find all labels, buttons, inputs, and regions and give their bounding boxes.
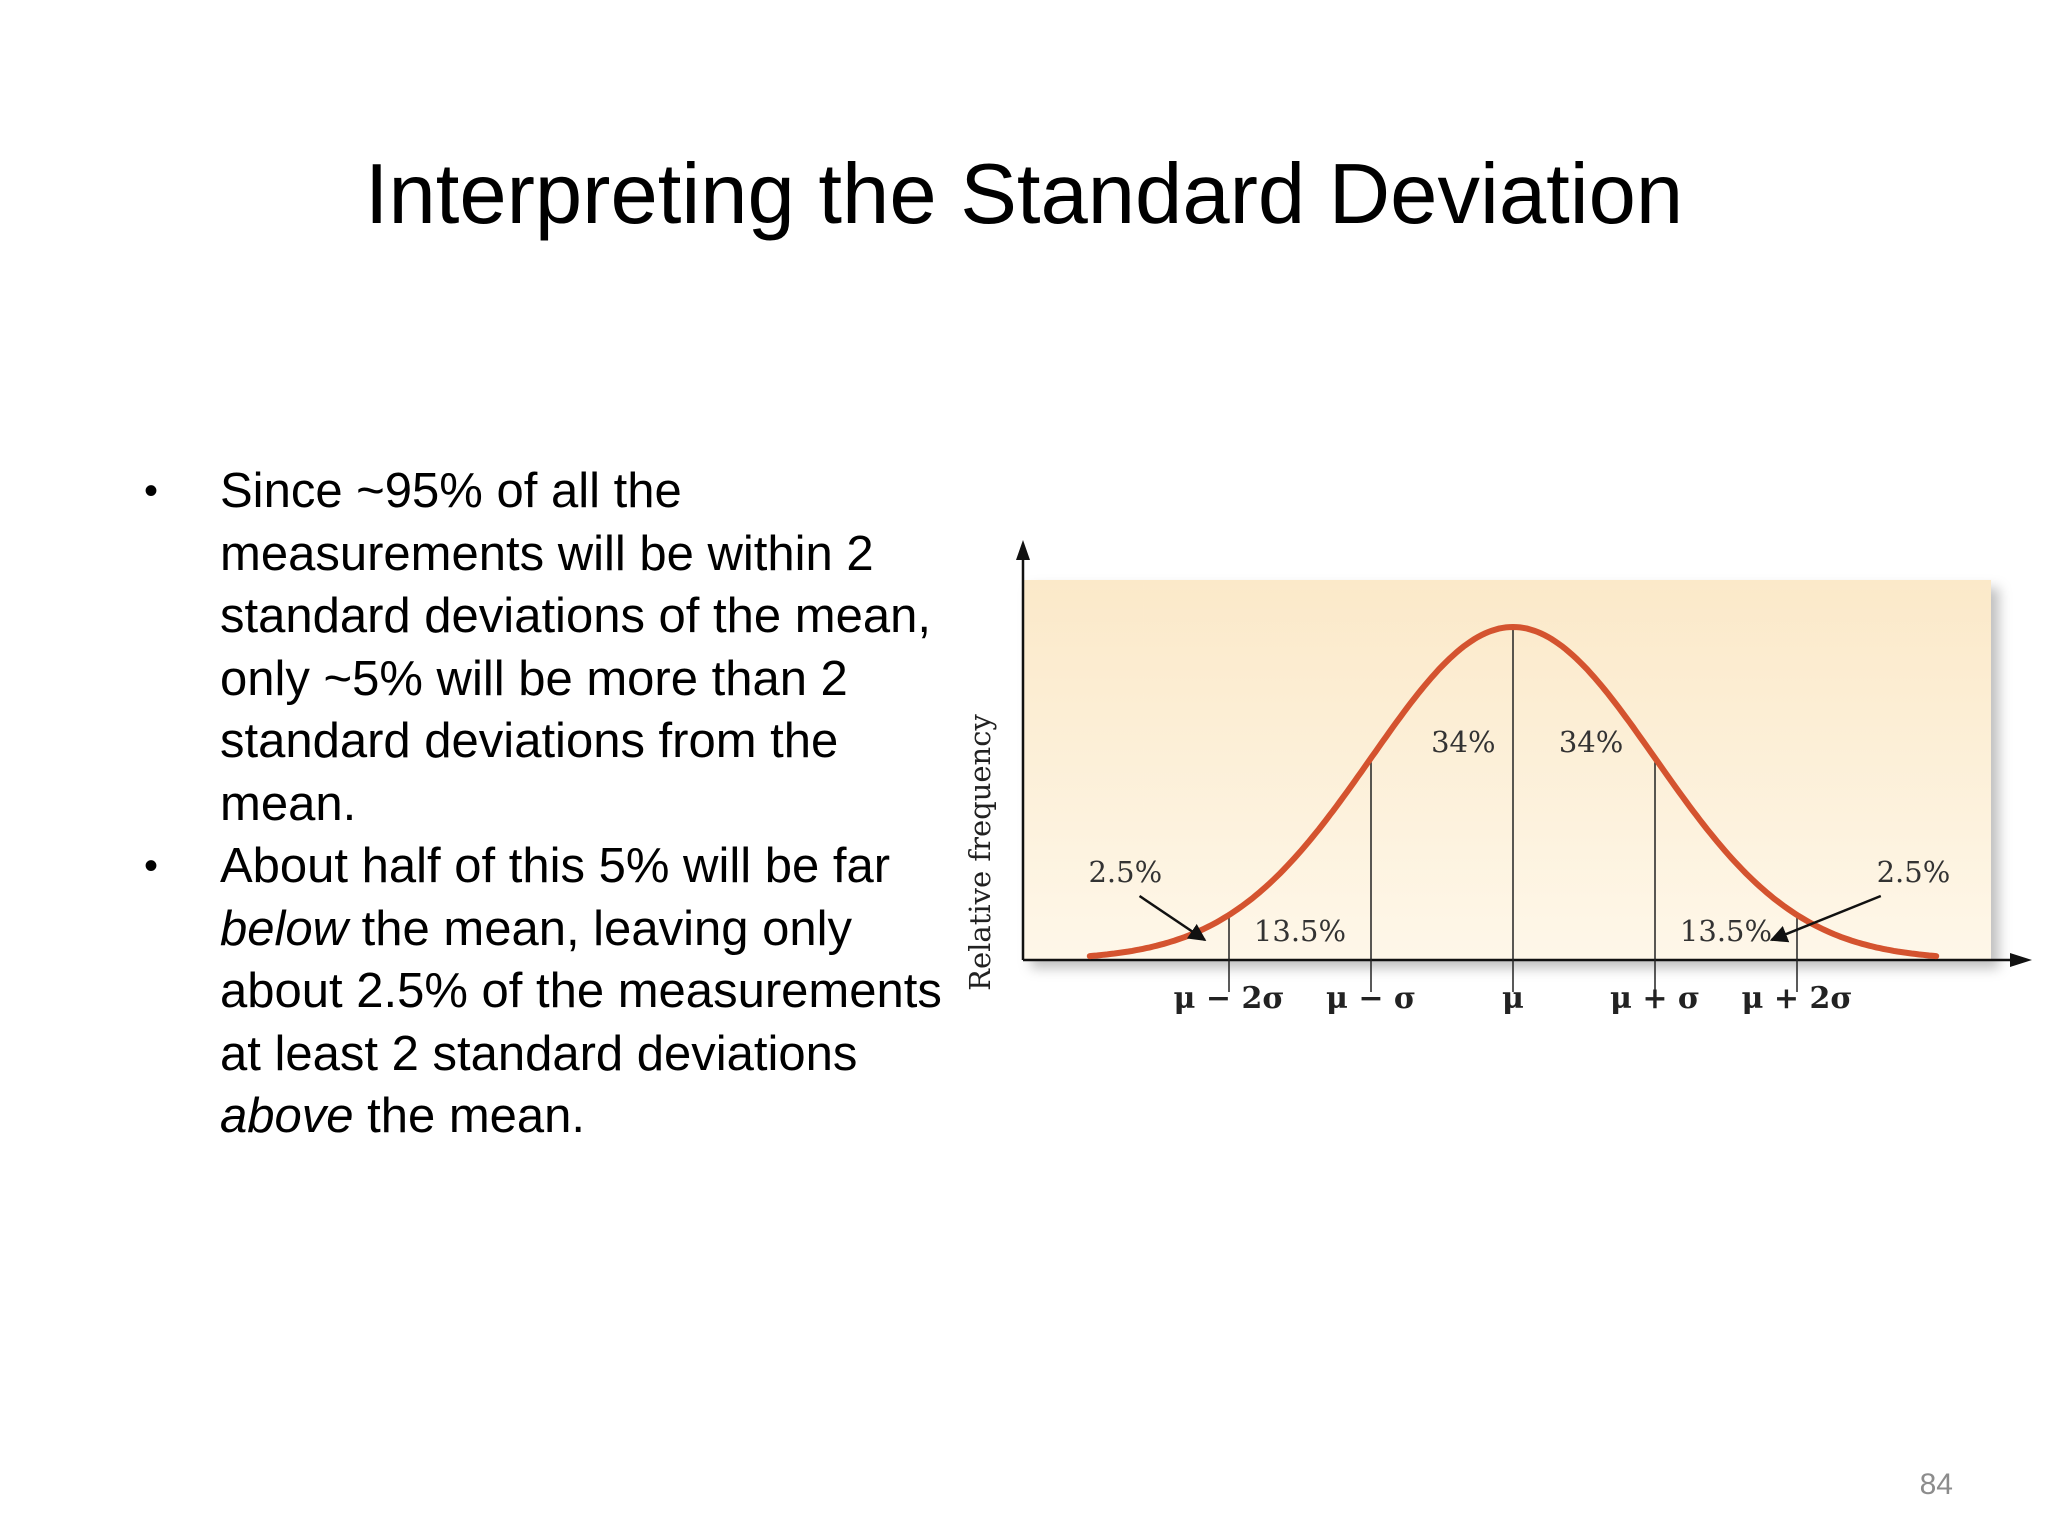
normal-curve xyxy=(1086,623,1940,960)
region-label-2: 34% xyxy=(1431,725,1495,759)
bullet-item-2: • About half of this 5% will be far below… xyxy=(138,835,958,1148)
bullet-emphasis-below: below xyxy=(220,901,349,956)
page-number: 84 xyxy=(1919,1468,1953,1501)
slide-title: Interpreting the Standard Deviation xyxy=(364,147,1684,242)
region-label-3: 34% xyxy=(1559,725,1623,759)
x-tick-label-0: μ − 2σ xyxy=(1174,981,1285,1016)
y-axis-arrow xyxy=(1016,540,1030,560)
region-label-5: 2.5% xyxy=(1877,855,1951,889)
bullet-icon: • xyxy=(144,844,159,888)
bullet-text-1: Since ~95% of all the measurements will … xyxy=(220,464,931,831)
x-tick-label-1: μ − σ xyxy=(1326,981,1416,1016)
region-arrow-left xyxy=(1138,894,1207,942)
region-label-4: 13.5% xyxy=(1680,914,1772,948)
plot-background xyxy=(1023,580,1991,960)
bullet-text-2a: About half of this 5% will be far xyxy=(220,839,891,893)
x-tick-label-3: μ + σ xyxy=(1610,981,1700,1016)
region-label-0: 2.5% xyxy=(1088,855,1162,889)
x-tick-label-4: μ + 2σ xyxy=(1742,981,1853,1016)
bullet-text-2b: the mean, leaving only about 2.5% of the… xyxy=(220,901,942,1081)
bullet-list: • Since ~95% of all the measurements wil… xyxy=(138,460,958,1148)
bullet-item-1: • Since ~95% of all the measurements wil… xyxy=(138,460,958,835)
y-axis-label: Relative frequency xyxy=(963,714,997,991)
region-arrow-right xyxy=(1769,894,1882,943)
x-tick-label-2: μ xyxy=(1502,981,1524,1016)
bullet-icon: • xyxy=(144,469,159,513)
bullet-emphasis-above: above xyxy=(220,1089,354,1143)
normal-curve-chart: Relative frequency μ − 2σ μ − σ μ μ + σ μ + 2… xyxy=(963,540,2032,1016)
normal-distribution-figure: Relative frequency μ − 2σ μ − σ μ μ + σ μ + 2… xyxy=(960,530,2040,1130)
x-axis-arrow xyxy=(2010,953,2032,967)
bullet-text-2c: the mean. xyxy=(353,1089,586,1143)
region-label-1: 13.5% xyxy=(1254,914,1346,948)
